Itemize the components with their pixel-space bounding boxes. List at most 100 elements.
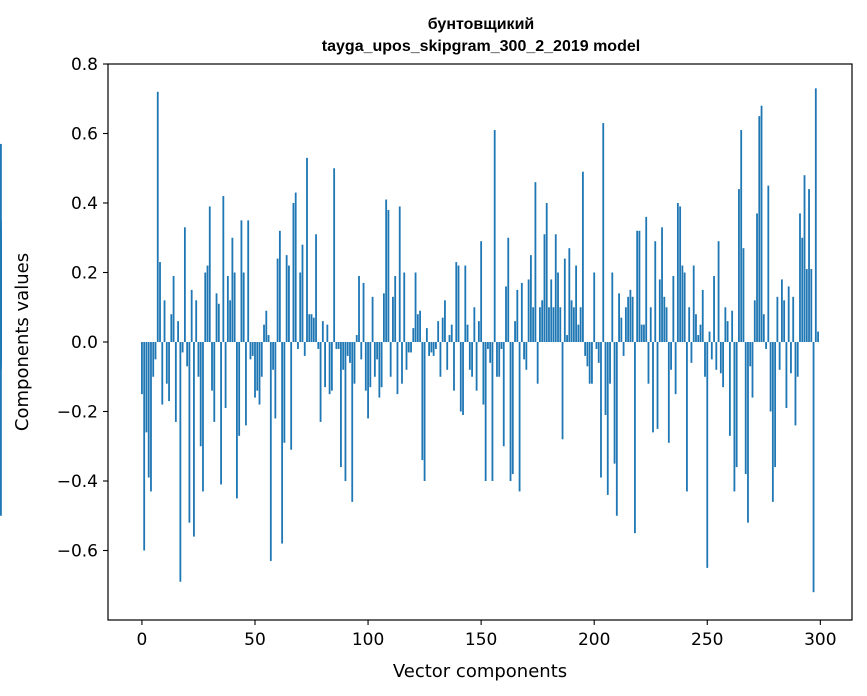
bar — [238, 342, 241, 436]
bar — [801, 237, 804, 342]
bar — [468, 342, 471, 370]
bar — [581, 171, 584, 342]
bar — [211, 342, 213, 391]
bar — [358, 275, 360, 342]
bar — [267, 335, 270, 342]
bar — [577, 324, 580, 343]
bar — [263, 324, 265, 343]
bar — [251, 342, 254, 356]
bar — [326, 324, 329, 343]
bar — [771, 342, 774, 502]
bar — [163, 300, 166, 342]
bar — [272, 342, 274, 370]
bar — [794, 342, 797, 426]
bar — [312, 317, 315, 342]
bar — [183, 227, 186, 342]
bar — [762, 314, 765, 342]
bar — [283, 342, 286, 443]
bar — [543, 234, 546, 342]
bar — [367, 342, 369, 419]
bar — [532, 307, 535, 342]
bar — [428, 342, 431, 356]
bar — [672, 275, 675, 342]
bar — [591, 342, 593, 384]
bar — [349, 342, 351, 363]
bar — [274, 342, 277, 419]
bar — [437, 321, 440, 342]
bar — [615, 342, 618, 516]
bar — [550, 279, 553, 342]
bar — [405, 342, 408, 370]
bar — [482, 342, 485, 405]
bar — [548, 307, 550, 342]
bar — [652, 342, 654, 433]
bar — [559, 307, 562, 342]
bar — [529, 255, 532, 343]
bar — [760, 105, 763, 342]
bar — [740, 130, 743, 342]
bar — [401, 342, 403, 384]
bar — [731, 310, 734, 342]
bar — [516, 289, 519, 343]
bar — [681, 265, 684, 342]
y-tick-label: 0.8 — [71, 55, 98, 75]
bar — [466, 324, 469, 343]
bar — [484, 342, 487, 481]
bar — [552, 307, 555, 342]
y-tick-label: −0.2 — [57, 403, 98, 423]
x-tick-label: 0 — [137, 630, 148, 650]
bar — [421, 342, 424, 461]
bar — [500, 342, 503, 349]
bar — [226, 275, 229, 342]
bar — [403, 272, 406, 342]
bar — [382, 293, 385, 342]
bar — [376, 342, 379, 360]
bar — [371, 296, 374, 342]
bar — [174, 342, 177, 422]
bar — [156, 91, 159, 342]
bar — [604, 342, 607, 415]
bar — [342, 342, 345, 370]
bar — [0, 335, 2, 342]
bar — [509, 342, 512, 481]
bar — [278, 230, 281, 342]
bar — [177, 321, 180, 342]
bar — [310, 314, 313, 342]
bar — [799, 213, 801, 342]
bar — [154, 342, 157, 360]
bar — [290, 342, 293, 450]
bar — [663, 296, 666, 342]
bar — [654, 241, 657, 342]
bar — [462, 342, 464, 415]
bar — [315, 234, 317, 342]
bar — [389, 342, 392, 377]
bar — [299, 272, 302, 342]
bar — [330, 342, 333, 391]
bar — [780, 279, 783, 342]
bar — [570, 300, 573, 342]
bar — [213, 342, 216, 422]
bar — [231, 237, 234, 342]
bar — [747, 342, 749, 523]
bar — [471, 342, 473, 377]
bar — [536, 342, 539, 384]
bar — [812, 342, 815, 593]
bar — [774, 342, 777, 468]
bar — [448, 335, 451, 342]
bar — [808, 189, 810, 342]
bar — [817, 331, 819, 342]
bar — [523, 342, 525, 360]
bar — [717, 241, 720, 342]
bar — [441, 317, 444, 342]
bar — [554, 234, 557, 342]
bar — [602, 123, 605, 342]
bar — [514, 321, 516, 342]
bar — [728, 342, 731, 436]
bar — [489, 342, 492, 363]
bar — [168, 342, 170, 402]
bar — [242, 272, 245, 342]
bar — [317, 342, 320, 349]
bar — [527, 279, 530, 342]
bar — [767, 185, 770, 343]
bar — [236, 342, 238, 499]
